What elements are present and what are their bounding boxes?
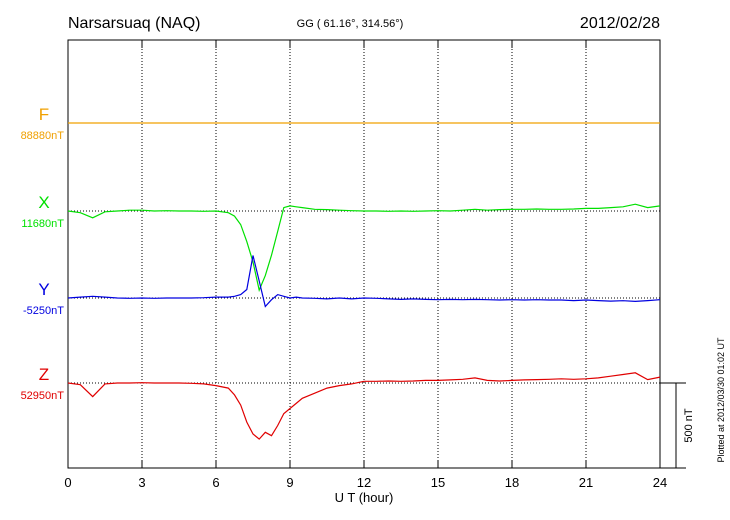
chart-title: Narsarsuaq (NAQ) xyxy=(68,15,200,32)
x-tick-label: 15 xyxy=(431,475,445,490)
x-tick-label: 12 xyxy=(357,475,371,490)
baseline-label: 11680nT xyxy=(21,218,64,230)
baseline-label: 52950nT xyxy=(21,390,65,402)
series-name: Y xyxy=(38,280,49,299)
x-tick-label: 3 xyxy=(138,475,145,490)
x-tick-label: 0 xyxy=(64,475,71,490)
x-tick-label: 21 xyxy=(579,475,593,490)
chart-subtitle: GG ( 61.16°, 314.56°) xyxy=(297,18,404,30)
x-axis-label: U T (hour) xyxy=(335,490,394,505)
x-tick-label: 18 xyxy=(505,475,519,490)
chart-date: 2012/02/28 xyxy=(580,15,660,32)
x-tick-label: 24 xyxy=(653,475,667,490)
x-tick-label: 6 xyxy=(212,475,219,490)
series-line xyxy=(67,255,661,308)
series-name: F xyxy=(39,105,49,124)
baseline-label: -5250nT xyxy=(23,305,64,317)
scale-label: 500 nT xyxy=(683,408,695,443)
baseline-label: 88880nT xyxy=(21,130,65,142)
series-name: X xyxy=(38,193,49,212)
series-name: Z xyxy=(39,365,49,384)
series-line xyxy=(67,372,661,440)
x-tick-label: 9 xyxy=(286,475,293,490)
series-line xyxy=(67,203,661,293)
plot-note: Plotted at 2012/03/30 01:02 UT xyxy=(716,337,726,463)
